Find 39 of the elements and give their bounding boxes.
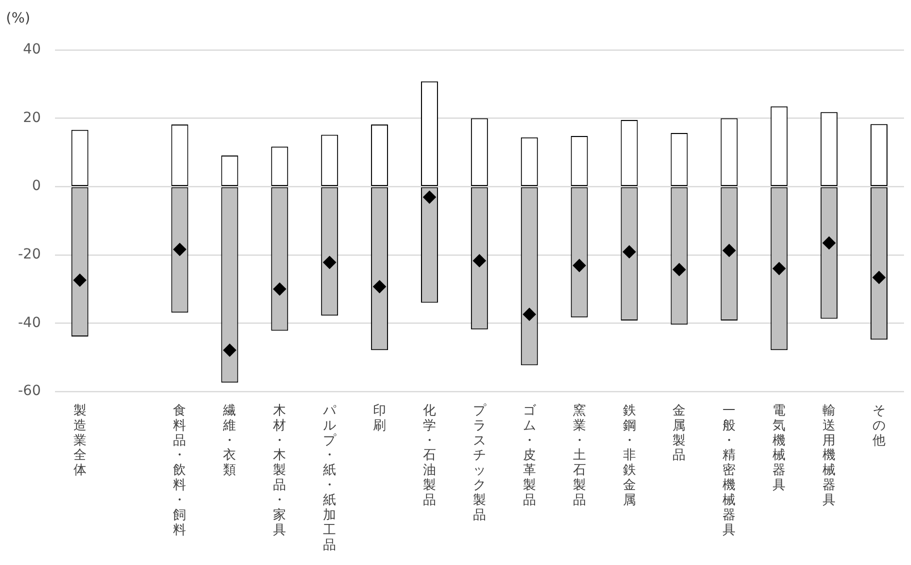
point bbox=[223, 344, 236, 357]
point bbox=[772, 262, 786, 276]
x-tick-label: 輸送用機械器具 bbox=[822, 403, 836, 508]
category-label: 木材・木製品・家具 bbox=[273, 403, 286, 538]
x-tick-label: 化学・石油製品 bbox=[422, 403, 436, 508]
point bbox=[472, 254, 486, 268]
x-tick-label: 窯業・土石製品 bbox=[572, 402, 586, 508]
point bbox=[273, 282, 286, 296]
x-tick-label: 印刷 bbox=[373, 403, 386, 434]
point bbox=[422, 190, 436, 204]
y-tick-label: 40 bbox=[23, 42, 41, 58]
x-tick-label: プラスチック製品 bbox=[472, 403, 487, 523]
x-tick-label: 製造業全体 bbox=[73, 403, 86, 478]
point bbox=[323, 256, 336, 269]
point bbox=[822, 236, 836, 250]
point bbox=[522, 308, 536, 321]
y-tick-label: -20 bbox=[18, 246, 41, 263]
y-tick-label: 0 bbox=[32, 178, 41, 194]
point bbox=[622, 245, 636, 258]
point bbox=[872, 270, 886, 284]
point bbox=[722, 244, 736, 257]
point bbox=[373, 280, 386, 294]
y-tick-label: -60 bbox=[18, 383, 41, 400]
point bbox=[572, 258, 586, 272]
x-tick-label: 電気機械器具 bbox=[772, 403, 786, 494]
y-tick-label: -40 bbox=[18, 314, 41, 331]
x-tick-label: ゴム・皮革製品 bbox=[522, 403, 537, 508]
point bbox=[173, 242, 186, 256]
point bbox=[73, 274, 86, 287]
x-tick-label: 金属製品 bbox=[672, 403, 686, 464]
point bbox=[672, 263, 686, 276]
category-label: 食料品・飲料・飼料 bbox=[173, 403, 186, 538]
y-tick-label: 20 bbox=[23, 110, 41, 126]
category-label: パルプ・紙・紙加工品 bbox=[323, 403, 336, 553]
x-tick-label: 繊維・衣類 bbox=[222, 403, 236, 478]
x-tick-label: その他 bbox=[872, 403, 886, 448]
category-label: 一般・精密機械器具 bbox=[722, 403, 736, 538]
x-tick-label: 鉄鋼・非鉄金属 bbox=[622, 403, 636, 508]
y-axis-title: (%) bbox=[6, 10, 30, 27]
